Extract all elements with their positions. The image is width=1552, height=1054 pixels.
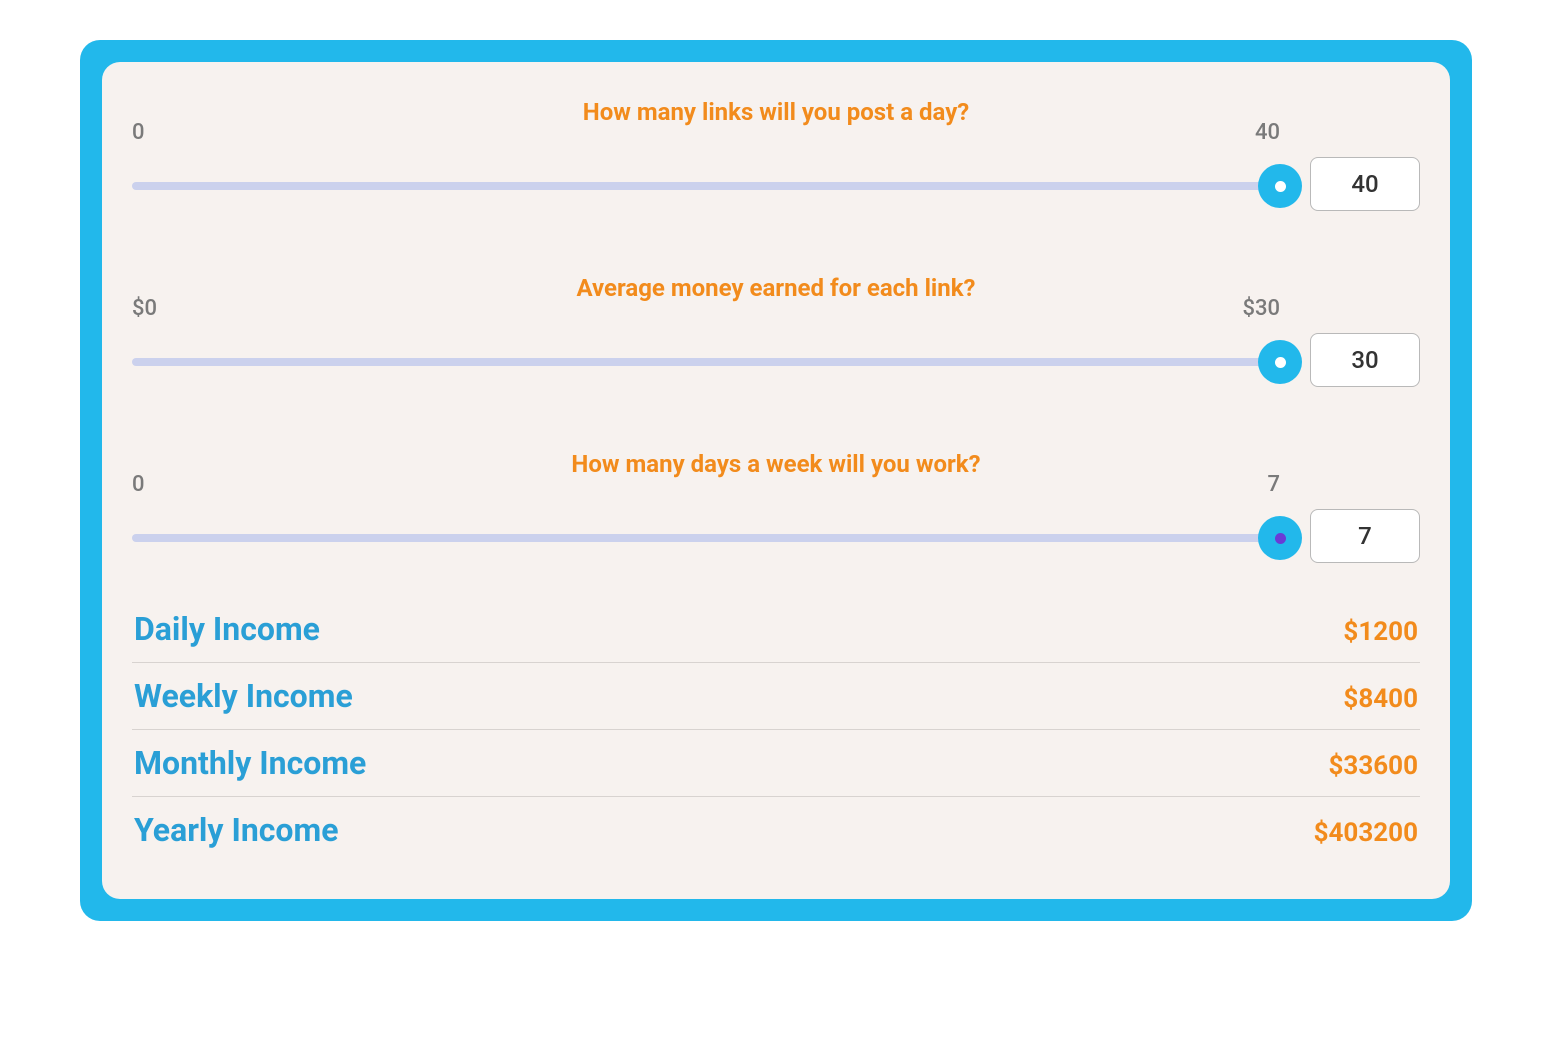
result-row-yearly: Yearly Income $403200 [132, 797, 1420, 863]
question-days-per-week: How many days a week will you work? [132, 450, 1420, 478]
slider-days-thumb[interactable] [1258, 516, 1302, 560]
money-value-input[interactable] [1310, 333, 1420, 387]
slider-money-thumb[interactable] [1258, 340, 1302, 384]
slider-thumb-dot-icon [1275, 357, 1286, 368]
question-money-per-link: Average money earned for each link? [132, 274, 1420, 302]
question-links-per-day: How many links will you post a day? [132, 98, 1420, 126]
result-label-weekly: Weekly Income [134, 677, 353, 715]
results-section: Daily Income $1200 Weekly Income $8400 M… [132, 596, 1420, 863]
slider-links-thumb[interactable] [1258, 164, 1302, 208]
result-value-weekly: $8400 [1343, 684, 1418, 714]
slider-links-min-label: 0 [132, 120, 145, 145]
slider-money[interactable]: $0 $30 [132, 330, 1280, 390]
slider-links[interactable]: 0 40 [132, 154, 1280, 214]
slider-days-min-label: 0 [132, 472, 145, 497]
slider-links-track [132, 182, 1280, 190]
calculator-frame: How many links will you post a day? 0 40… [80, 40, 1472, 921]
slider-money-track [132, 358, 1280, 366]
result-label-daily: Daily Income [134, 610, 320, 648]
links-value-input[interactable] [1310, 157, 1420, 211]
slider-row-money: $0 $30 [132, 330, 1420, 390]
slider-days-max-label: 7 [1267, 472, 1280, 497]
calculator-card: How many links will you post a day? 0 40… [102, 62, 1450, 899]
result-value-monthly: $33600 [1328, 751, 1418, 781]
slider-links-max-label: 40 [1255, 120, 1280, 145]
result-value-daily: $1200 [1343, 617, 1418, 647]
result-label-monthly: Monthly Income [134, 744, 366, 782]
result-label-yearly: Yearly Income [134, 811, 338, 849]
slider-thumb-dot-icon [1275, 533, 1286, 544]
result-row-weekly: Weekly Income $8400 [132, 663, 1420, 730]
slider-money-max-label: $30 [1242, 296, 1280, 321]
slider-days-track [132, 534, 1280, 542]
slider-row-links: 0 40 [132, 154, 1420, 214]
slider-row-days: 0 7 [132, 506, 1420, 566]
days-value-input[interactable] [1310, 509, 1420, 563]
slider-money-min-label: $0 [132, 296, 157, 321]
slider-thumb-dot-icon [1275, 181, 1286, 192]
result-value-yearly: $403200 [1314, 818, 1418, 848]
result-row-monthly: Monthly Income $33600 [132, 730, 1420, 797]
slider-days[interactable]: 0 7 [132, 506, 1280, 566]
result-row-daily: Daily Income $1200 [132, 596, 1420, 663]
